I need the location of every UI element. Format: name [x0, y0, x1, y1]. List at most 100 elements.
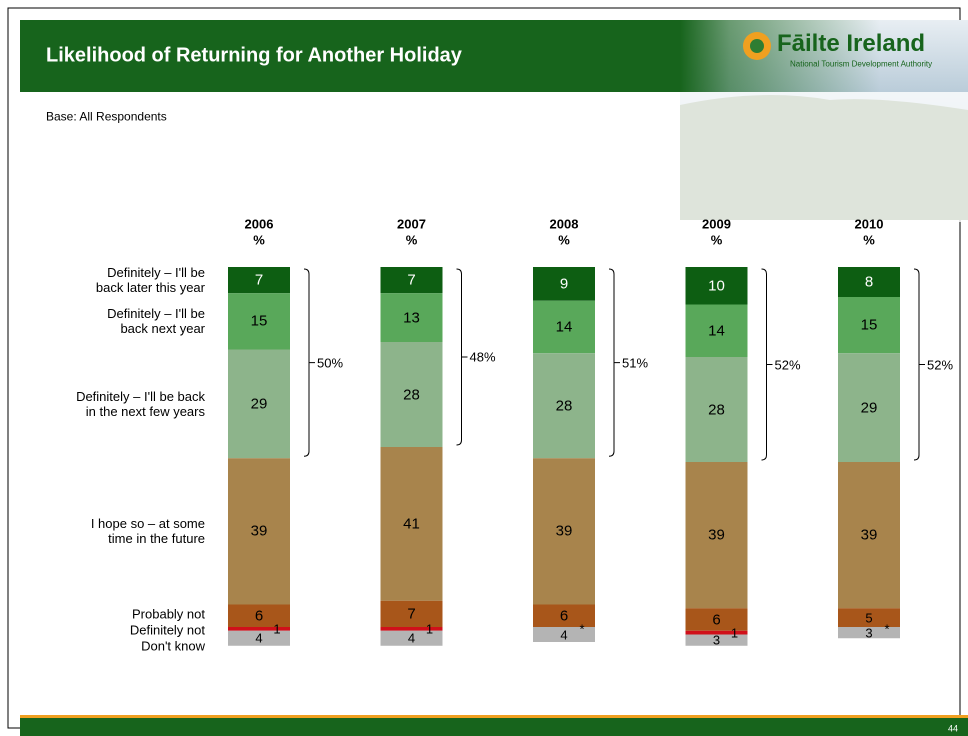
data-label: 39: [555, 522, 573, 540]
bar-segment: [380, 630, 443, 646]
bar-segment: [380, 600, 443, 627]
base-note: Base: All Respondents: [46, 109, 167, 124]
data-label: 4: [255, 630, 263, 646]
data-label: 28: [403, 386, 420, 403]
bar-segment: [533, 267, 595, 301]
row-label: Don't know: [141, 638, 205, 654]
data-label: 1: [730, 625, 739, 641]
bar-segment: [838, 353, 900, 462]
data-label: *: [579, 621, 585, 637]
column-year: 2006: [244, 216, 274, 232]
bracket-label: 52%: [774, 357, 801, 372]
bar-segment: [533, 604, 595, 627]
data-label: 15: [860, 316, 878, 334]
logo-mark-inner: [750, 39, 764, 53]
data-label: 1: [273, 621, 281, 637]
bar-segment: [685, 304, 748, 357]
data-label: 39: [250, 522, 268, 540]
bar-segment: [228, 627, 290, 631]
data-label: 1: [425, 621, 434, 637]
bar-segment: [685, 630, 748, 635]
data-label: 9: [559, 275, 569, 293]
slide-title: Likelihood of Returning for Another Holi…: [46, 44, 462, 67]
bracket: [456, 268, 468, 446]
photo-wash: [680, 92, 968, 222]
data-label: 5: [865, 610, 873, 626]
data-label: 7: [254, 271, 264, 289]
data-label: 10: [708, 277, 725, 295]
data-label: 4: [407, 630, 416, 646]
bar-segment: [685, 634, 748, 646]
column-unit: %: [710, 232, 723, 248]
header-fade: [680, 20, 880, 92]
bar-segment: [685, 608, 748, 631]
bracket: [303, 268, 315, 457]
bracket: [913, 268, 925, 461]
data-label: 3: [865, 625, 873, 641]
column-year: 2010: [854, 216, 884, 232]
bar-segment: [533, 627, 595, 642]
column-unit: %: [405, 232, 418, 248]
logo-subtitle: National Tourism Development Authority: [790, 59, 933, 69]
data-label: 13: [403, 309, 420, 327]
page-number: 44: [948, 723, 959, 734]
data-label: 7: [407, 605, 416, 623]
bar-segment: [228, 349, 290, 459]
bar-segment: [838, 462, 900, 609]
bar-segment: [533, 300, 595, 354]
footer-band: [20, 718, 968, 736]
column-unit: %: [863, 232, 875, 248]
bracket-label: 50%: [317, 355, 344, 371]
data-label: 41: [403, 515, 420, 533]
bracket: [608, 268, 620, 457]
column-unit: %: [253, 232, 265, 248]
row-label: Definitely not: [129, 622, 205, 638]
column-year: 2007: [397, 216, 426, 232]
data-label: 4: [560, 627, 568, 642]
bar-segment: [685, 357, 748, 462]
column-unit: %: [558, 232, 570, 248]
data-label: 6: [254, 607, 264, 625]
data-label: 29: [860, 399, 878, 417]
bracket: [761, 268, 773, 461]
data-label: 28: [708, 401, 725, 418]
bar-segment: [533, 458, 595, 605]
bar-segment: [380, 293, 443, 342]
bar-segment: [685, 267, 748, 305]
data-label: 39: [860, 526, 878, 544]
bar-segment: [685, 462, 748, 609]
bar-segment: [838, 627, 900, 639]
bar-segment: [228, 604, 290, 627]
bar-segment: [838, 297, 900, 354]
row-label: Definitely – I'll be back in the next fe…: [76, 388, 205, 419]
data-label: 3: [712, 632, 721, 648]
bracket-label: 52%: [927, 357, 954, 372]
bar-segment: [838, 267, 900, 297]
data-label: 8: [864, 273, 874, 291]
column-year: 2009: [702, 216, 731, 232]
data-label: 6: [712, 611, 721, 628]
row-label: Probably not: [132, 606, 205, 622]
bracket-label: 51%: [622, 355, 649, 371]
footer-stripe: [20, 715, 968, 718]
column-year: 2008: [549, 216, 579, 232]
bar-segment: [380, 267, 443, 294]
bar-segment: [380, 447, 443, 601]
data-label: 7: [407, 271, 416, 289]
data-label: *: [884, 621, 890, 637]
bar-segment: [228, 267, 290, 294]
bar-segment: [533, 353, 595, 459]
bar-segment: [838, 608, 900, 627]
data-label: 6: [559, 607, 569, 625]
data-label: 28: [555, 397, 573, 415]
bar-segment: [380, 627, 443, 631]
bar-segment: [380, 342, 443, 447]
data-label: 14: [708, 322, 725, 340]
bar-segment: [228, 293, 290, 350]
data-label: 15: [250, 312, 268, 330]
data-label: 29: [250, 395, 268, 413]
data-label: 39: [708, 526, 725, 544]
row-label: Definitely – I'll be back later this yea…: [95, 265, 205, 296]
